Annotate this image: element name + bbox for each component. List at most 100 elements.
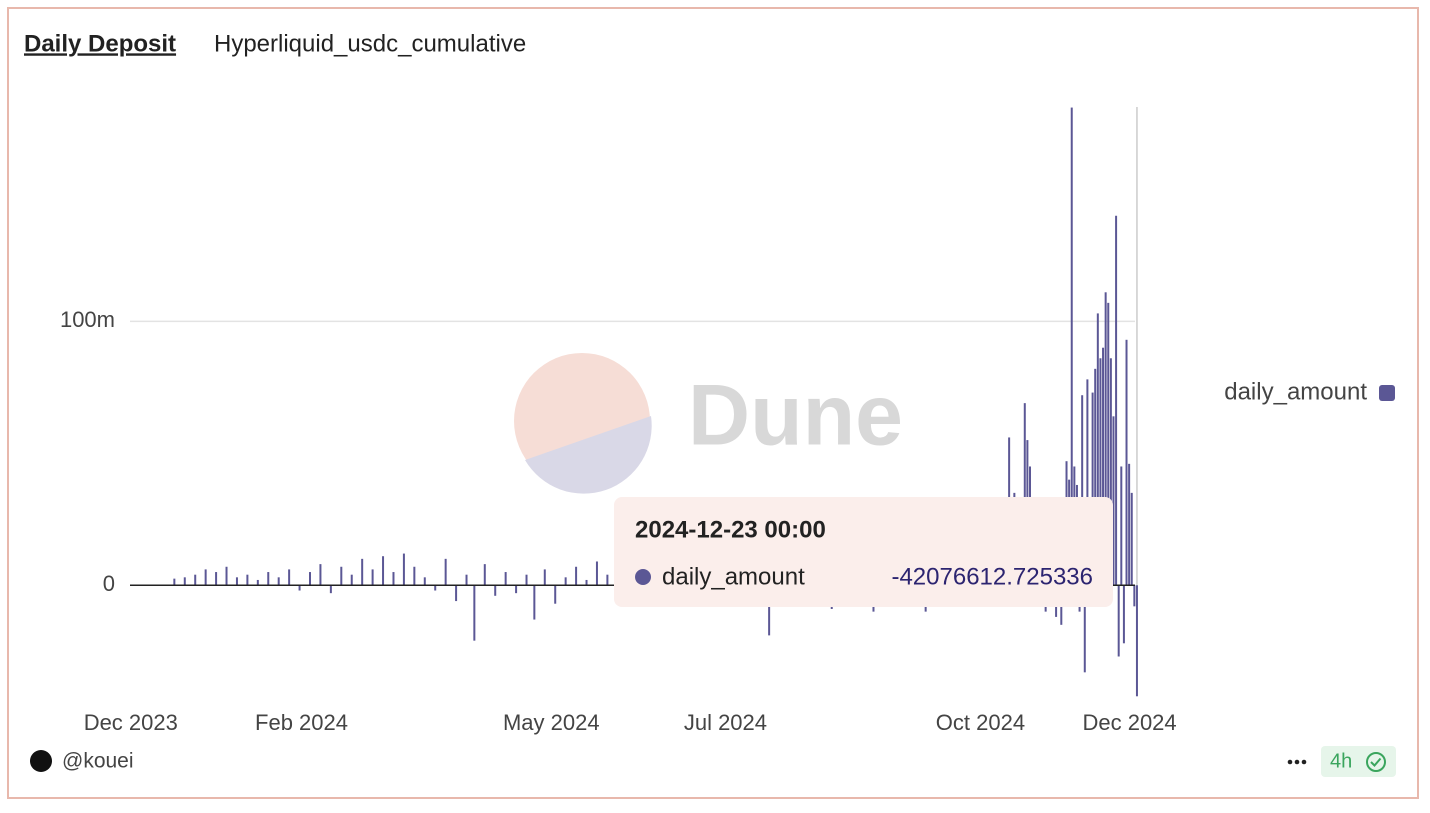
bar (564, 577, 567, 586)
bar (1117, 585, 1120, 657)
tooltip: 2024-12-23 00:00 daily_amount -42076612.… (614, 497, 1113, 607)
watermark-logo (525, 416, 652, 494)
bar (235, 577, 238, 586)
bar (1086, 379, 1089, 586)
bar (434, 585, 437, 591)
bar (225, 566, 228, 586)
bar (1109, 358, 1112, 586)
bar (1107, 302, 1110, 586)
bar (1125, 339, 1128, 586)
bar (768, 585, 771, 636)
check-icon (1370, 757, 1382, 767)
bar (298, 585, 301, 591)
bar (1104, 292, 1107, 586)
tooltip-value: -42076612.725336 (891, 563, 1093, 590)
bar (533, 585, 536, 620)
card-border (7, 7, 1419, 799)
bar (543, 569, 546, 586)
bar (1102, 347, 1105, 586)
tooltip-series: daily_amount (662, 563, 805, 590)
avatar (30, 750, 52, 772)
bar (319, 564, 322, 586)
bar (1135, 585, 1138, 697)
bar (402, 553, 405, 586)
dot (1301, 759, 1307, 765)
bar (382, 556, 385, 586)
bar (194, 574, 197, 586)
bar (1112, 416, 1115, 586)
bar (277, 577, 280, 586)
bar (267, 572, 270, 586)
bar (413, 566, 416, 586)
bar (554, 585, 557, 604)
bar (340, 566, 343, 586)
bar (173, 578, 176, 586)
bar (1091, 392, 1094, 586)
subtitle: Hyperliquid_usdc_cumulative (214, 30, 526, 57)
y-tick-label: 100m (60, 307, 115, 332)
bar (606, 574, 609, 586)
bar (204, 569, 207, 586)
bar (392, 572, 395, 586)
x-tick-label: Feb 2024 (255, 710, 348, 735)
x-tick-label: May 2024 (503, 710, 600, 735)
dot (1287, 759, 1293, 765)
legend-swatch[interactable] (1379, 385, 1395, 401)
bar (504, 572, 507, 586)
title[interactable]: Daily Deposit (24, 30, 176, 57)
bar (1130, 492, 1133, 586)
more-menu[interactable] (1287, 759, 1307, 765)
bar (585, 579, 588, 586)
bar (595, 561, 598, 586)
bar (329, 585, 332, 594)
bar (515, 585, 518, 594)
x-tick-label: Dec 2024 (1082, 710, 1176, 735)
x-tick-label: Oct 2024 (936, 710, 1025, 735)
bar (1096, 313, 1099, 586)
bar (423, 577, 426, 586)
bar (371, 569, 374, 586)
tooltip-swatch (635, 569, 651, 585)
check-icon (1366, 752, 1386, 772)
bar (483, 564, 486, 586)
bar (1115, 215, 1118, 586)
bar (455, 585, 458, 602)
bar (1120, 466, 1123, 586)
bar (288, 569, 291, 586)
bar (183, 577, 186, 586)
bar (473, 585, 476, 641)
tooltip-box (614, 497, 1113, 607)
bar (1122, 585, 1125, 644)
bar (1128, 463, 1131, 586)
bar (525, 574, 528, 586)
author[interactable]: @kouei (62, 750, 134, 773)
bar (575, 566, 578, 586)
x-tick-label: Dec 2023 (84, 710, 178, 735)
bar (309, 572, 311, 586)
bar (1070, 107, 1073, 586)
bar (444, 558, 447, 586)
bar (1083, 585, 1086, 673)
refresh-age: 4h (1330, 750, 1352, 772)
bar (1133, 585, 1136, 607)
bar (494, 585, 497, 596)
y-tick-label: 0 (103, 571, 115, 596)
bar (1081, 395, 1084, 586)
bar (1023, 403, 1026, 586)
x-tick-label: Jul 2024 (684, 710, 767, 735)
bar (350, 574, 353, 586)
dot (1294, 759, 1300, 765)
bar (246, 574, 249, 586)
bar (256, 579, 259, 586)
bar (1094, 368, 1097, 586)
tooltip-title: 2024-12-23 00:00 (635, 516, 826, 543)
bar (1099, 358, 1102, 586)
watermark: Dune (514, 353, 903, 494)
legend-label[interactable]: daily_amount (1224, 378, 1367, 405)
bar (215, 572, 218, 586)
bar (465, 574, 468, 586)
bar (361, 558, 364, 586)
